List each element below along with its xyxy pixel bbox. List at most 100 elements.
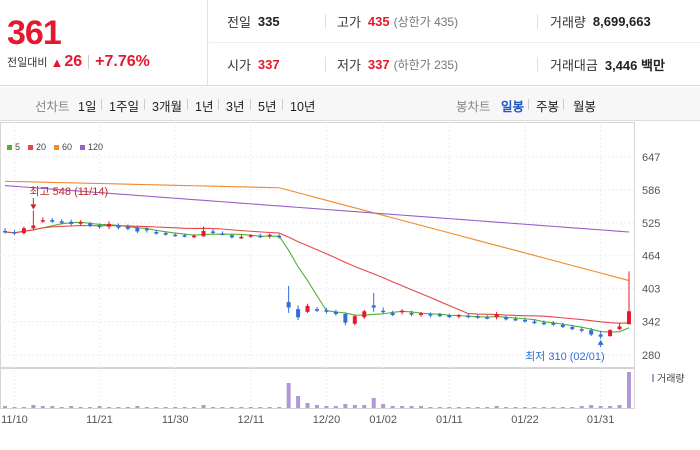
period-1year[interactable]: 1년	[195, 100, 214, 114]
volume-bar	[551, 407, 556, 408]
divider	[537, 57, 538, 72]
volume-bar	[371, 398, 376, 408]
up-arrow-icon: ▲	[50, 54, 64, 70]
period-1week[interactable]: 1주일	[109, 100, 139, 114]
candlestick-chart-svg[interactable]: 647 586 525 464 403 342 280 11/10 11/21 11/30 12/1…	[0, 122, 700, 450]
legend-swatch	[7, 144, 12, 150]
volume-bar	[248, 407, 253, 408]
volume-label: 거래량	[550, 15, 586, 30]
volume-bar	[400, 406, 405, 408]
candle-body	[107, 223, 111, 227]
candle-body	[560, 324, 565, 327]
stock-chart[interactable]: 5 20 60 120 647 586 525 464 403 342 280 11/10 11…	[0, 122, 700, 450]
lower-limit-text: (하한가 235)	[393, 58, 459, 72]
ma60-line	[4, 180, 630, 282]
volume-bar	[173, 407, 178, 408]
candle-body	[352, 316, 357, 324]
volume-bar	[258, 407, 263, 408]
y-tick-label: 586	[642, 185, 660, 197]
legend-ma5-label: 5	[15, 142, 21, 152]
candle-body	[135, 227, 140, 232]
candle-body	[447, 315, 452, 318]
x-tick-label: 11/10	[1, 414, 28, 426]
divider	[88, 55, 90, 69]
period-5year[interactable]: 5년	[258, 100, 277, 114]
volume-frame	[0, 368, 635, 409]
period-10year[interactable]: 10년	[290, 100, 316, 114]
volume-bar	[409, 406, 414, 408]
candle-body	[239, 236, 244, 239]
volume-bar	[570, 407, 575, 408]
candle-body	[419, 313, 423, 315]
candle-body	[627, 311, 631, 325]
y-tick-label: 464	[642, 251, 660, 263]
candle-body	[69, 221, 74, 224]
legend-swatch	[80, 144, 86, 150]
volume-bar	[116, 407, 121, 408]
candle-body	[267, 234, 272, 237]
volume-bar	[362, 405, 367, 408]
candle-monthly[interactable]: 월봉	[573, 100, 597, 114]
grid-lines	[0, 122, 635, 409]
candle-body	[485, 317, 490, 319]
divider	[325, 14, 326, 29]
volume-bar	[286, 383, 291, 408]
volume-bar	[277, 407, 282, 408]
candle-weekly[interactable]: 주봉	[536, 100, 560, 114]
legend-swatch	[54, 144, 60, 150]
volume-bar	[201, 405, 206, 408]
volume-value: 8,699,663	[592, 14, 651, 29]
period-3year[interactable]: 3년	[226, 100, 245, 114]
legend-ma60-label: 60	[62, 142, 73, 152]
period-1day[interactable]: 1일	[78, 100, 97, 114]
volume-bar	[154, 407, 159, 408]
volume-bar	[211, 407, 215, 408]
change-line: 전일대비 ▲ 26 +7.76%	[7, 53, 150, 71]
volume-bar	[598, 406, 603, 408]
volume-bar	[381, 404, 386, 408]
volume-bar	[59, 407, 64, 408]
volume-bar	[239, 407, 244, 408]
volume-bar	[296, 396, 301, 408]
amount-cell: 거래대금 3,446 백만	[550, 43, 665, 86]
divider	[325, 57, 326, 72]
candle-body	[513, 318, 518, 321]
x-tick-label: 01/11	[436, 414, 463, 426]
legend-ma5: 5	[7, 142, 20, 152]
prev-close-label: 전일	[227, 15, 251, 30]
period-3month[interactable]: 3개월	[152, 100, 182, 114]
candle-body	[3, 230, 7, 233]
volume-legend-label: 거래량	[657, 373, 685, 385]
candle-body	[220, 233, 225, 236]
candle-body	[333, 311, 338, 314]
volume-bar	[504, 407, 509, 408]
candle-body	[456, 315, 461, 317]
volume-bar	[78, 407, 83, 408]
candle-body	[296, 309, 301, 318]
candle-body	[286, 302, 291, 308]
candle-body	[315, 309, 319, 311]
candle-body	[381, 310, 386, 313]
prev-close-value: 335	[257, 14, 280, 29]
low-annotation: 최저 310 (02/01)	[525, 350, 605, 363]
volume-bar	[305, 403, 310, 408]
candle-body	[494, 313, 499, 318]
divider	[528, 99, 529, 110]
candle-body	[154, 231, 159, 234]
candle-chart-label: 봉차트	[456, 100, 491, 114]
candle-body	[409, 312, 414, 315]
y-tick-label: 403	[642, 284, 660, 296]
high-cell: 고가 435 (상한가 435)	[337, 0, 458, 43]
x-tick-label: 11/30	[162, 414, 189, 426]
candle-body	[258, 235, 263, 238]
divider	[101, 99, 102, 110]
volume-bar	[541, 407, 546, 408]
change-rate: +7.76%	[95, 53, 150, 70]
volume-bar	[485, 407, 490, 408]
x-tick-label: 01/02	[369, 414, 397, 426]
volume-bar	[608, 406, 613, 408]
candle-daily[interactable]: 일봉	[501, 100, 525, 114]
candle-body	[173, 234, 178, 237]
high-value: 435	[367, 14, 390, 29]
candle-body	[390, 312, 395, 316]
